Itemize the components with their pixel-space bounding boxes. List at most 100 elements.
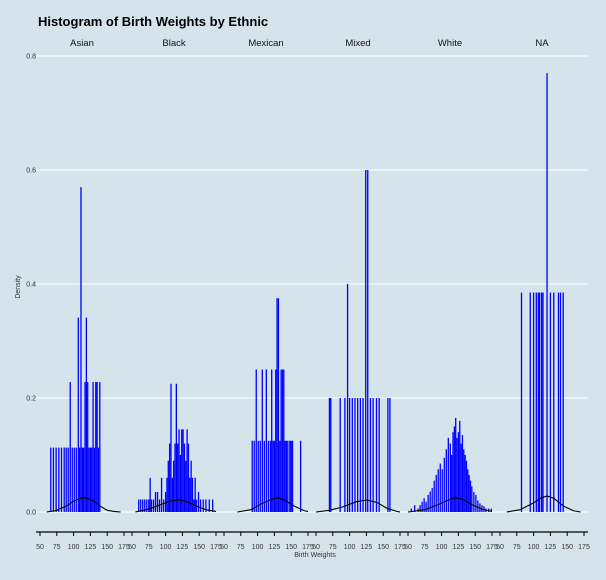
histogram-bar <box>445 449 447 512</box>
histogram-bar <box>158 499 161 512</box>
histogram-bar <box>557 292 560 512</box>
histogram-bar <box>277 298 280 512</box>
histogram-bar <box>372 398 374 512</box>
x-tick-label: 150 <box>285 544 297 551</box>
histogram-bar <box>75 447 77 512</box>
x-tick-label: 100 <box>252 544 264 551</box>
histogram-bar <box>453 426 456 512</box>
x-tick-label: 50 <box>36 544 44 551</box>
histogram-bar <box>538 292 541 512</box>
x-tick-label: 100 <box>528 544 540 551</box>
histogram-bar <box>140 499 142 512</box>
histogram-bar <box>419 505 421 512</box>
panel-white: White 50 75 100 125 150 175 <box>404 38 498 551</box>
histogram-bar <box>387 398 389 512</box>
histogram-bar <box>261 369 263 512</box>
histogram-bar <box>156 492 159 512</box>
histogram-bar <box>60 447 63 512</box>
histogram-bar <box>330 398 332 512</box>
histogram-bar <box>263 440 265 512</box>
histogram-bar <box>190 460 192 512</box>
histogram-bar <box>461 435 464 512</box>
histogram-bar <box>199 499 202 512</box>
histogram-bar <box>273 440 276 512</box>
histogram-bar <box>354 398 356 512</box>
histogram-bar <box>467 469 469 512</box>
histogram-bar <box>447 437 449 512</box>
histogram-bar <box>473 492 475 512</box>
histogram-bar <box>389 398 391 512</box>
histogram-bar <box>150 499 153 512</box>
histogram-bar <box>291 440 294 512</box>
histogram-bar <box>178 429 180 512</box>
histogram-bar <box>344 398 346 512</box>
chart-title: Histogram of Birth Weights by Ethnic <box>38 14 268 29</box>
histogram-bar <box>537 292 539 512</box>
x-tick-label: 100 <box>160 544 172 551</box>
histogram-bar <box>92 382 94 512</box>
x-axis-label: Birth Weights <box>294 552 336 559</box>
histogram-bar <box>63 447 65 512</box>
y-tick-label: 0.0 <box>26 510 36 517</box>
histogram-bar <box>65 447 67 512</box>
histogram-bar <box>146 499 148 512</box>
histogram-bar <box>469 480 472 512</box>
histogram-bar <box>189 477 191 512</box>
y-tick-label: 0.2 <box>26 396 36 403</box>
histogram-bar <box>77 317 79 512</box>
histogram-bar <box>346 284 349 512</box>
x-tick-label: 50 <box>128 544 136 551</box>
histogram-bar <box>267 440 270 512</box>
histogram-bar <box>183 443 186 512</box>
histogram-bar <box>362 398 364 512</box>
panel-asian: Asian 50 75 100 125 150 175 <box>36 38 130 551</box>
histogram-bar <box>269 440 272 512</box>
histogram-bar <box>149 477 151 512</box>
histogram-bar <box>542 292 544 512</box>
histogram-bar <box>456 437 458 512</box>
histogram-bar <box>89 447 92 512</box>
histogram-bar <box>289 440 291 512</box>
histogram-bar <box>160 477 163 512</box>
histogram-bar <box>449 443 451 512</box>
histogram-bar <box>280 369 282 512</box>
density-curve <box>237 497 309 513</box>
histogram-bar <box>275 369 277 512</box>
histogram-bar <box>441 469 443 512</box>
histogram-bar <box>253 440 255 512</box>
histogram-bar <box>175 383 178 512</box>
histogram-bar <box>55 447 57 512</box>
histogram-bar <box>279 440 281 512</box>
histogram-bar <box>532 292 535 512</box>
y-tick-label: 0.8 <box>26 54 36 61</box>
histogram-bar <box>452 432 454 512</box>
x-tick-label: 175 <box>210 544 222 551</box>
histogram-bar <box>410 508 413 512</box>
x-tick-label: 125 <box>85 544 97 551</box>
histogram-bar <box>168 443 171 512</box>
histogram-bar <box>95 382 97 512</box>
x-tick-label: 175 <box>394 544 406 551</box>
histogram-bar <box>97 447 100 512</box>
histogram-bar <box>259 440 261 512</box>
histogram-bar <box>546 73 548 512</box>
histogram-bar <box>290 440 292 512</box>
histogram-bar <box>414 505 416 512</box>
histogram-bar <box>170 383 172 512</box>
histogram-bar <box>255 369 257 512</box>
histogram-bar <box>276 298 278 512</box>
histogram-bar <box>455 417 457 512</box>
x-tick-label: 150 <box>469 544 481 551</box>
histogram-bar <box>186 429 188 512</box>
histogram-bar <box>142 499 144 512</box>
facet-label: Black <box>162 38 185 49</box>
facet-label: Mexican <box>248 38 283 49</box>
facet-label: NA <box>535 38 549 49</box>
histogram-bar <box>299 440 302 512</box>
density-curve <box>315 499 401 513</box>
histogram-bar <box>174 443 176 512</box>
histogram-bar <box>271 369 273 512</box>
histogram-bar <box>433 480 435 512</box>
histogram-bar <box>83 447 85 512</box>
histogram-bar <box>91 447 93 512</box>
